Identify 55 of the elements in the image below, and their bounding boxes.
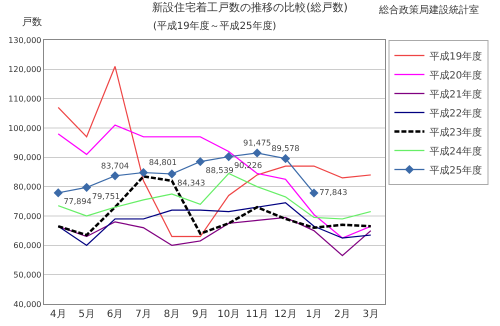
data-label: 91,475 — [243, 138, 272, 148]
data-label: 77,843 — [319, 188, 348, 197]
y-axis-title: 戸数 — [22, 17, 42, 28]
data-label: 84,343 — [177, 178, 206, 188]
point — [54, 188, 63, 198]
chart-subtitle: (平成19年度～平成25年度) — [153, 20, 276, 32]
y-tick-label: 40,000 — [13, 300, 42, 309]
legend-label: 平成21年度 — [429, 88, 482, 100]
y-tick-label: 50,000 — [13, 270, 42, 280]
y-tick-label: 90,000 — [13, 153, 42, 162]
text: 総合政策局建設統計室 — [378, 4, 479, 16]
data-label: 79,751 — [92, 192, 120, 201]
point — [196, 157, 205, 166]
point — [138, 168, 148, 178]
x-tick-label: 8月 — [164, 309, 180, 320]
x-tick-label: 3月 — [362, 309, 379, 320]
chart-title: 新設住宅着工戸数の推移の比較(総戸数) — [152, 0, 348, 14]
x-tick-label: 2月 — [334, 309, 351, 320]
point — [252, 148, 262, 158]
data-label: 83,704 — [101, 161, 130, 170]
legend-label: 平成23年度 — [429, 126, 482, 138]
legend-label: 平成19年度 — [429, 50, 482, 62]
data-label: 88,539 — [206, 166, 234, 175]
legend-label: 平成24年度 — [429, 145, 482, 158]
x-tick-label: 5月 — [78, 309, 95, 320]
y-tick-label: 60,000 — [13, 241, 42, 250]
line-series — [58, 66, 372, 238]
y-tick-label: 120,000 — [8, 65, 42, 74]
point — [167, 169, 176, 178]
data-label: 89,578 — [272, 144, 300, 154]
y-tick-label: 100,000 — [8, 124, 42, 133]
legend-label: 平成25年度 — [429, 164, 482, 176]
point — [110, 171, 120, 180]
y-tick-label: 110,000 — [8, 94, 42, 104]
x-tick-label: 1月 — [306, 309, 322, 320]
data-label: 84,801 — [148, 158, 177, 168]
point — [82, 182, 92, 192]
line-series — [58, 172, 372, 220]
x-tick-label: 12月 — [274, 309, 297, 320]
x-tick-label: 10月 — [217, 309, 240, 320]
y-tick-label: 70,000 — [13, 212, 42, 221]
x-tick-label: 11月 — [246, 309, 268, 320]
data-label: 77,894 — [64, 197, 92, 206]
point — [309, 188, 319, 198]
legend-label: 平成20年度 — [429, 69, 482, 82]
point — [280, 154, 290, 164]
x-tick-label: 7月 — [135, 309, 152, 320]
x-tick-label: 4月 — [50, 309, 66, 320]
point — [224, 152, 234, 162]
x-tick-label: 9月 — [192, 309, 208, 320]
x-tick-label: 6月 — [106, 309, 124, 320]
legend-label: 平成22年度 — [429, 107, 482, 120]
y-tick-label: 130,000 — [8, 36, 42, 45]
line-series — [58, 124, 372, 239]
y-tick-label: 80,000 — [13, 182, 42, 192]
